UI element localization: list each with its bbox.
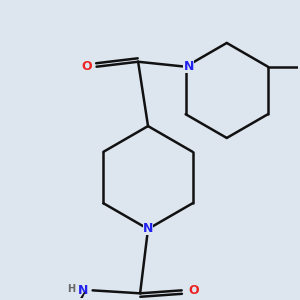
Text: N: N xyxy=(183,60,194,73)
Polygon shape xyxy=(55,292,85,300)
Text: N: N xyxy=(77,284,88,297)
Text: N: N xyxy=(143,223,153,236)
Text: O: O xyxy=(81,60,92,73)
Text: H: H xyxy=(67,284,75,294)
Text: O: O xyxy=(188,284,199,297)
